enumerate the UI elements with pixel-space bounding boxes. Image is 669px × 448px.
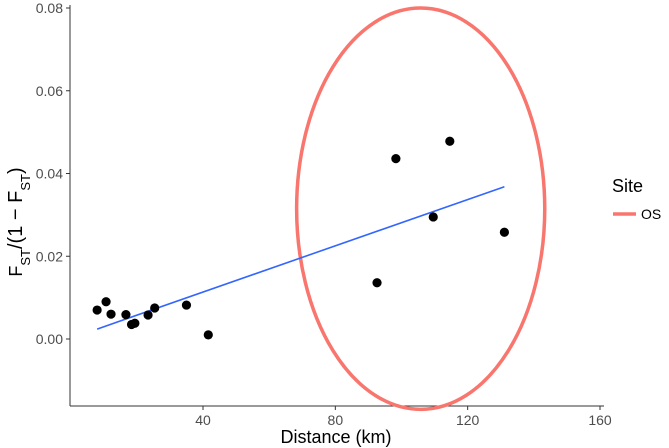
x-tick-label: 80: [328, 412, 344, 428]
y-ticks: 0.00 0.02 0.04 0.06 0.08: [36, 0, 70, 347]
y-title-mid: /(1 − F: [5, 191, 27, 249]
data-point: [428, 212, 438, 222]
trend-line: [96, 185, 505, 330]
y-tick-label: 0.04: [36, 166, 63, 182]
y-title-f1: F: [6, 266, 26, 277]
y-title-sub1: ST: [18, 249, 33, 266]
data-point: [499, 227, 509, 237]
y-tick-label: 0.00: [36, 331, 63, 347]
y-axis-title: FST/(1 − FST): [5, 167, 33, 276]
data-point: [181, 300, 192, 310]
data-point: [150, 303, 160, 313]
y-tick-label: 0.06: [36, 83, 63, 99]
data-point: [203, 330, 213, 340]
axes: 0.00 0.02 0.04 0.06 0.08 40 80 120 160: [36, 0, 612, 428]
site-os-ellipse: [294, 6, 547, 412]
data-point: [372, 278, 382, 288]
x-axis-title: Distance (km): [280, 427, 391, 447]
data-point: [101, 297, 111, 307]
y-title-sub2: ST: [18, 174, 33, 191]
data-point: [391, 154, 401, 164]
data-layer: [92, 6, 547, 412]
data-point: [445, 136, 455, 146]
y-tick-label: 0.02: [36, 248, 63, 264]
data-points: [92, 136, 509, 340]
data-point: [106, 309, 116, 319]
y-title-end: ): [5, 167, 27, 174]
data-point: [92, 305, 102, 315]
data-point: [143, 310, 153, 320]
x-tick-label: 40: [195, 412, 211, 428]
legend: Site OS: [612, 176, 661, 222]
x-tick-label: 120: [456, 412, 480, 428]
data-point: [130, 318, 140, 328]
legend-title: Site: [612, 176, 643, 196]
x-ticks: 40 80 120 160: [195, 406, 612, 428]
x-tick-label: 160: [588, 412, 612, 428]
data-point: [121, 309, 131, 320]
legend-label-os: OS: [641, 206, 661, 222]
y-tick-label: 0.08: [36, 0, 63, 16]
